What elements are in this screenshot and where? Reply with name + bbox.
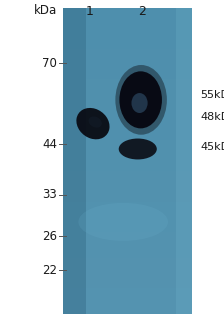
Text: 70: 70: [42, 57, 57, 70]
Text: 1: 1: [86, 4, 94, 18]
Ellipse shape: [131, 93, 148, 113]
Text: 44: 44: [42, 138, 57, 151]
Bar: [63, 64, 192, 69]
Bar: [63, 283, 192, 288]
Bar: [63, 232, 192, 237]
Bar: [63, 146, 192, 151]
Bar: [63, 69, 192, 74]
Bar: [63, 294, 192, 299]
Bar: [63, 237, 192, 243]
Ellipse shape: [119, 71, 162, 128]
Text: 2: 2: [138, 4, 146, 18]
Bar: [63, 74, 192, 79]
Bar: [63, 115, 192, 120]
Bar: [63, 299, 192, 304]
Ellipse shape: [119, 139, 157, 159]
Text: 33: 33: [42, 188, 57, 202]
Bar: [63, 54, 192, 59]
Bar: [63, 263, 192, 268]
Bar: [63, 125, 192, 130]
Bar: [63, 151, 192, 156]
Bar: [63, 84, 192, 89]
Bar: [63, 130, 192, 135]
Bar: [63, 49, 192, 54]
Bar: [63, 212, 192, 217]
Bar: [63, 288, 192, 294]
Bar: [63, 28, 192, 33]
Bar: [63, 44, 192, 49]
Bar: [63, 243, 192, 248]
Bar: [63, 33, 192, 39]
Ellipse shape: [78, 203, 168, 241]
Text: 22: 22: [42, 263, 57, 277]
Bar: [63, 253, 192, 258]
Bar: [63, 8, 192, 314]
Bar: [63, 304, 192, 309]
Bar: [63, 161, 192, 166]
Bar: [63, 207, 192, 212]
Bar: [63, 181, 192, 186]
Bar: [63, 140, 192, 146]
Ellipse shape: [88, 116, 102, 128]
Bar: [63, 79, 192, 84]
Bar: [63, 309, 192, 314]
Bar: [63, 110, 192, 115]
Bar: [63, 94, 192, 100]
Bar: [63, 13, 192, 18]
Bar: [63, 268, 192, 273]
Bar: [176, 8, 192, 314]
Bar: [63, 186, 192, 191]
Text: 26: 26: [42, 230, 57, 243]
Bar: [63, 135, 192, 140]
Bar: [63, 89, 192, 94]
Bar: [63, 191, 192, 197]
Bar: [63, 217, 192, 222]
Bar: [63, 227, 192, 232]
Bar: [63, 8, 192, 13]
Bar: [63, 176, 192, 181]
Text: 45kDa: 45kDa: [200, 142, 224, 152]
Bar: [63, 23, 192, 28]
Bar: [63, 202, 192, 207]
Bar: [63, 120, 192, 125]
Bar: [63, 100, 192, 105]
Bar: [63, 171, 192, 176]
Bar: [63, 105, 192, 110]
Ellipse shape: [115, 65, 167, 135]
Bar: [63, 273, 192, 278]
Bar: [63, 18, 192, 23]
Bar: [63, 39, 192, 44]
Text: kDa: kDa: [34, 3, 57, 17]
Bar: [63, 166, 192, 171]
Bar: [63, 278, 192, 283]
Ellipse shape: [76, 108, 110, 139]
Bar: [63, 8, 86, 314]
Bar: [63, 197, 192, 202]
Bar: [63, 258, 192, 263]
Bar: [63, 248, 192, 253]
Text: 55kDa: 55kDa: [200, 90, 224, 100]
Text: 48kDa: 48kDa: [200, 112, 224, 122]
Bar: [63, 59, 192, 64]
Bar: [63, 222, 192, 227]
Bar: [63, 156, 192, 161]
